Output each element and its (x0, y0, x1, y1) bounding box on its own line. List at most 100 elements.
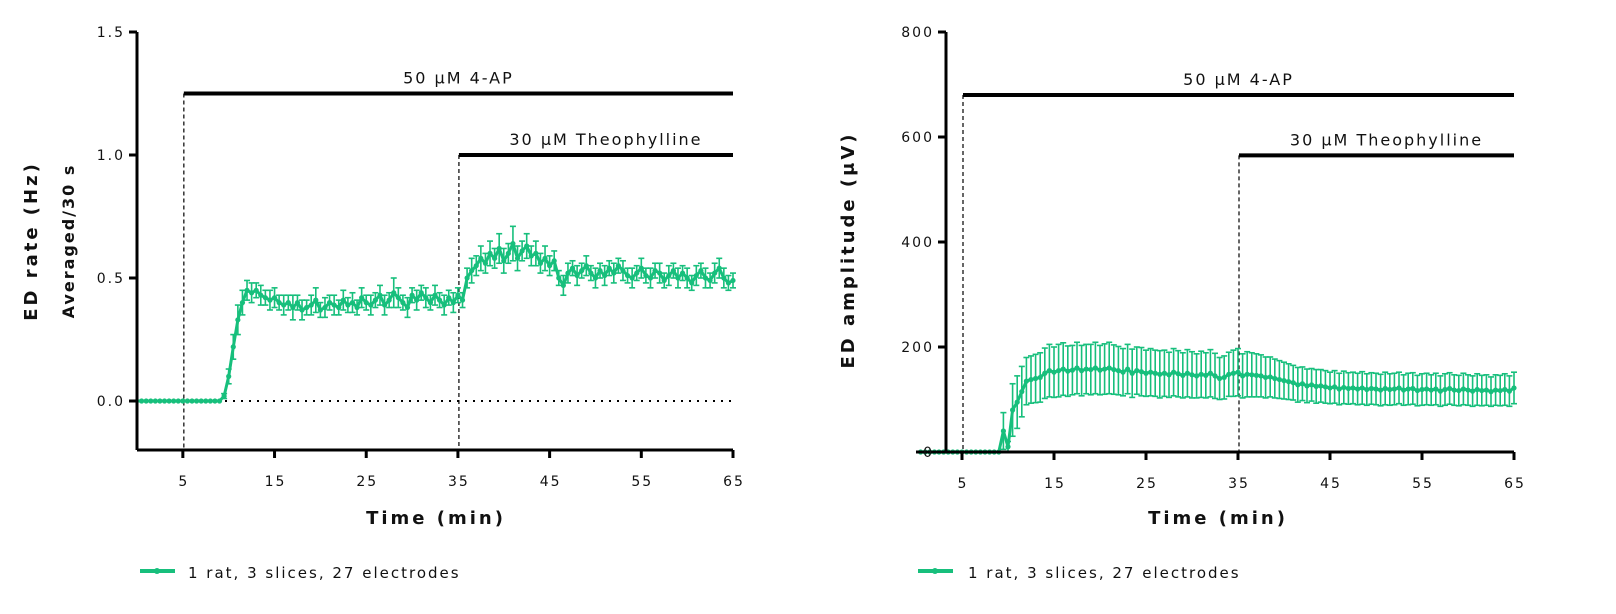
x-tick-label: 35 (448, 474, 470, 490)
data-point (1023, 378, 1029, 384)
data-point (1263, 374, 1269, 381)
data-point (1488, 389, 1494, 395)
data-point (730, 277, 736, 284)
data-point (285, 300, 291, 306)
data-point (716, 265, 722, 271)
axes: 0.0 0.5 1.0 1.5 5 15 25 35 45 55 65 (97, 25, 743, 490)
data-point (702, 275, 709, 281)
data-point (258, 292, 264, 298)
data-point (505, 250, 511, 256)
y-tick-label: 600 (901, 130, 934, 146)
data-point (1019, 389, 1025, 395)
data-point (1088, 366, 1094, 373)
ed-rate-chart: 50 μM 4-AP 30 μM Theophylline 0.0 0.5 1.0 1.… (21, 25, 743, 582)
treatment-label: 50 μM 4-AP (1183, 70, 1294, 89)
data-point (1433, 386, 1439, 392)
data-point (143, 398, 149, 404)
data-point (391, 290, 397, 296)
data-point (1157, 371, 1163, 377)
data-point (725, 280, 732, 286)
data-point (340, 297, 346, 303)
x-axis-title: Time (min) (1148, 508, 1288, 529)
axes: 0 200 400 600 800 5 15 25 35 45 55 65 (901, 25, 1524, 492)
legend: 1 rat, 3 slices, 27 electrodes (140, 564, 459, 582)
data-point (1240, 373, 1246, 379)
data-point (1332, 384, 1338, 390)
data-point (253, 287, 259, 293)
data-point (1322, 384, 1328, 390)
data-point (138, 398, 145, 404)
data-point (1506, 388, 1512, 394)
x-axis-title: Time (min) (366, 508, 506, 529)
data-point (1428, 387, 1434, 393)
data-point (1226, 371, 1232, 377)
data-point (1175, 371, 1181, 377)
data-point (652, 268, 658, 274)
data-point (409, 292, 415, 298)
data-point (226, 373, 232, 379)
data-point (1000, 428, 1007, 434)
data-point (1005, 444, 1011, 450)
data-point (647, 275, 654, 281)
data-point (1447, 385, 1453, 392)
data-point (1134, 368, 1140, 374)
data-point (441, 302, 447, 308)
data-point (349, 300, 356, 306)
data-point (1364, 386, 1370, 393)
data-point (583, 263, 589, 269)
data-point (602, 272, 608, 279)
data-point (1189, 372, 1195, 378)
data-point (1405, 386, 1411, 392)
data-point (1106, 365, 1112, 371)
data-point (1470, 388, 1476, 394)
data-point (1493, 387, 1499, 393)
data-point (1125, 366, 1131, 372)
data-point (519, 248, 525, 254)
data-point (1230, 370, 1236, 376)
data-point (276, 300, 282, 306)
data-point (1359, 385, 1365, 391)
data-point (528, 253, 534, 259)
data-point (670, 268, 677, 274)
data-point (1451, 387, 1457, 393)
data-point (1368, 385, 1374, 392)
data-point (492, 255, 498, 261)
data-point (547, 263, 553, 269)
treatment-label: 50 μM 4-AP (403, 69, 514, 88)
data-point (1079, 368, 1085, 374)
data-point (1253, 372, 1259, 378)
data-point (436, 297, 443, 303)
data-point (267, 297, 273, 303)
data-point (414, 297, 420, 303)
data-point (1152, 370, 1158, 376)
data-point (1212, 373, 1218, 379)
data-point (262, 295, 268, 301)
data-point (1042, 370, 1048, 376)
data-point (1341, 384, 1347, 391)
data-point (1207, 370, 1213, 376)
legend-marker (932, 568, 938, 574)
data-point (1102, 366, 1108, 372)
data-point (1037, 374, 1043, 381)
data-point (629, 275, 635, 281)
data-point (189, 398, 195, 404)
data-point (381, 302, 388, 308)
data-point (1460, 386, 1466, 392)
data-point (712, 270, 718, 276)
data-point (1180, 372, 1186, 378)
y-tick-label: 1.5 (97, 25, 125, 41)
data-point (1203, 372, 1209, 378)
legend-marker (154, 568, 160, 574)
annotations: 50 μM 4-AP 30 μM Theophylline (183, 69, 733, 450)
data-point (317, 307, 323, 313)
data-point (1396, 385, 1402, 391)
data-point (359, 295, 365, 301)
data-point (556, 275, 562, 281)
data-point (404, 304, 411, 311)
data-point (1318, 383, 1324, 389)
data-point (180, 398, 186, 404)
data-point (326, 300, 333, 306)
data-point (666, 272, 672, 279)
data-point (1249, 372, 1255, 378)
data-point (290, 304, 296, 311)
